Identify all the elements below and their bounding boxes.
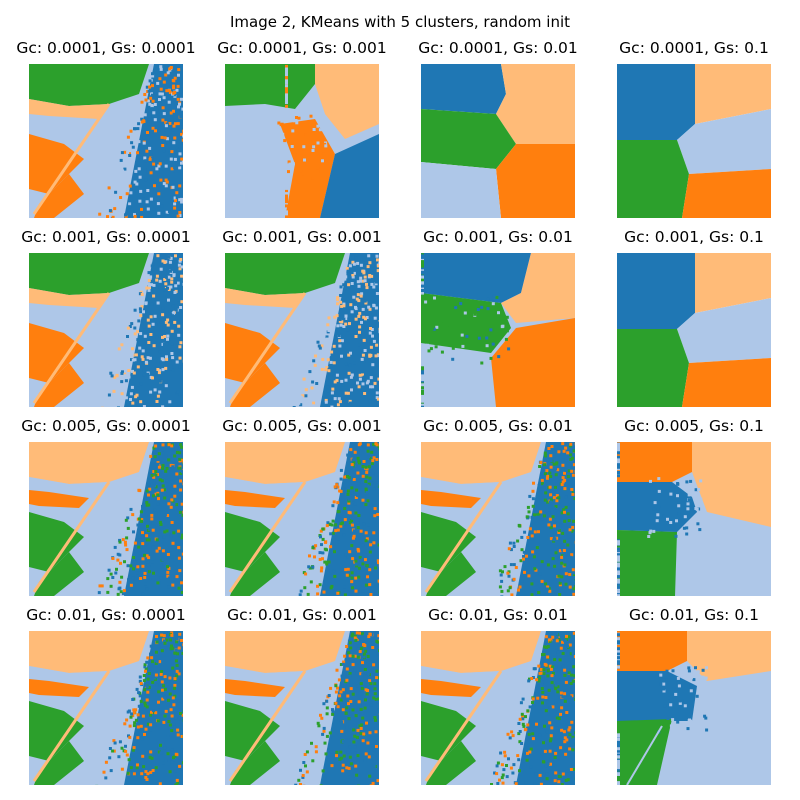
panel-title: Gc: 0.0001, Gs: 0.0001 bbox=[16, 39, 196, 57]
panel-title: Gc: 0.001, Gs: 0.001 bbox=[222, 228, 382, 246]
panel-title: Gc: 0.0001, Gs: 0.01 bbox=[418, 39, 578, 57]
panel-r2-c4: Gc: 0.001, Gs: 0.1 bbox=[617, 228, 771, 407]
panel-r1-c2: Gc: 0.0001, Gs: 0.001 bbox=[217, 39, 387, 218]
panel-r3-c3: Gc: 0.005, Gs: 0.01 bbox=[421, 417, 575, 596]
segmentation-image bbox=[29, 631, 183, 785]
panel-title: Gc: 0.005, Gs: 0.001 bbox=[222, 417, 382, 435]
panel-title: Gc: 0.0001, Gs: 0.1 bbox=[619, 39, 769, 57]
panel-r2-c3: Gc: 0.001, Gs: 0.01 bbox=[421, 228, 575, 407]
panel-r4-c2: Gc: 0.01, Gs: 0.001 bbox=[225, 606, 379, 785]
panel-r4-c1: Gc: 0.01, Gs: 0.0001 bbox=[26, 606, 186, 785]
panel-r4-c3: Gc: 0.01, Gs: 0.01 bbox=[421, 606, 575, 785]
segmentation-image bbox=[617, 64, 771, 218]
segmentation-image bbox=[617, 442, 771, 596]
figure-title: Image 2, KMeans with 5 clusters, random … bbox=[229, 13, 571, 31]
panel-title: Gc: 0.01, Gs: 0.0001 bbox=[26, 606, 186, 624]
panel-title: Gc: 0.001, Gs: 0.0001 bbox=[21, 228, 191, 246]
segmentation-image bbox=[617, 631, 771, 785]
segmentation-image bbox=[421, 442, 575, 596]
segmentation-image bbox=[29, 442, 183, 596]
panel-title: Gc: 0.005, Gs: 0.0001 bbox=[21, 417, 191, 435]
panel-r4-c4: Gc: 0.01, Gs: 0.1 bbox=[617, 606, 771, 785]
segmentation-image bbox=[421, 253, 575, 407]
panel-title: Gc: 0.0001, Gs: 0.001 bbox=[217, 39, 387, 57]
panel-title: Gc: 0.005, Gs: 0.01 bbox=[423, 417, 573, 435]
panel-r1-c1: Gc: 0.0001, Gs: 0.0001 bbox=[16, 39, 196, 218]
segmentation-image bbox=[29, 253, 183, 407]
panel-r1-c4: Gc: 0.0001, Gs: 0.1 bbox=[617, 39, 771, 218]
panel-title: Gc: 0.001, Gs: 0.01 bbox=[423, 228, 573, 246]
panel-title: Gc: 0.001, Gs: 0.1 bbox=[624, 228, 764, 246]
segmentation-image bbox=[225, 442, 379, 596]
panel-title: Gc: 0.01, Gs: 0.01 bbox=[428, 606, 568, 624]
segmentation-image bbox=[617, 253, 771, 407]
panel-r2-c1: Gc: 0.001, Gs: 0.0001 bbox=[21, 228, 191, 407]
panel-r3-c4: Gc: 0.005, Gs: 0.1 bbox=[617, 417, 771, 596]
segmentation-image bbox=[225, 64, 379, 218]
panel-title: Gc: 0.01, Gs: 0.1 bbox=[629, 606, 759, 624]
segmentation-image bbox=[421, 64, 575, 218]
segmentation-image bbox=[225, 253, 379, 407]
segmentation-image bbox=[225, 631, 379, 785]
panel-r3-c2: Gc: 0.005, Gs: 0.001 bbox=[222, 417, 382, 596]
panel-r2-c2: Gc: 0.001, Gs: 0.001 bbox=[222, 228, 382, 407]
segmentation-image bbox=[421, 631, 575, 785]
panel-r1-c3: Gc: 0.0001, Gs: 0.01 bbox=[418, 39, 578, 218]
panel-title: Gc: 0.01, Gs: 0.001 bbox=[227, 606, 377, 624]
panel-title: Gc: 0.005, Gs: 0.1 bbox=[624, 417, 764, 435]
segmentation-image bbox=[29, 64, 183, 218]
panel-r3-c1: Gc: 0.005, Gs: 0.0001 bbox=[21, 417, 191, 596]
